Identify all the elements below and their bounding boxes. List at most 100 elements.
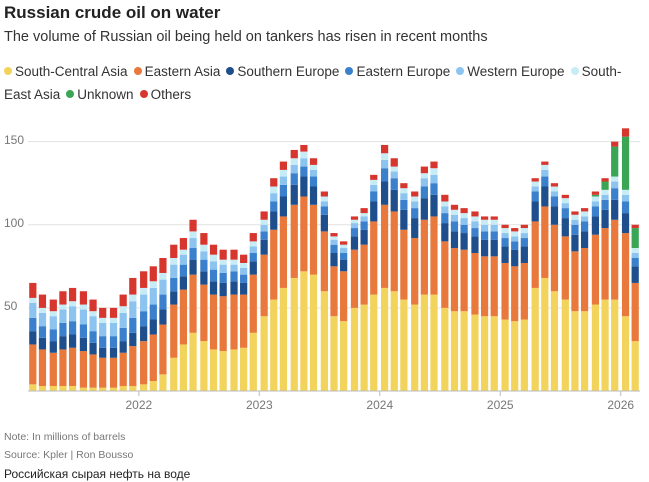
bar-segment xyxy=(290,173,298,185)
bar-segment xyxy=(631,224,639,229)
legend-label: Unknown xyxy=(77,87,134,102)
bar-segment xyxy=(390,158,398,167)
bar-segment xyxy=(240,262,248,268)
bar-segment xyxy=(471,216,479,222)
bar-segment xyxy=(601,194,609,200)
bar-segment xyxy=(219,282,227,297)
bar-segment xyxy=(430,194,438,217)
bar-segment xyxy=(441,307,449,391)
bar-segment xyxy=(149,381,157,391)
bar-segment xyxy=(200,284,208,342)
bar-segment xyxy=(490,256,498,317)
bar-segment xyxy=(360,208,368,214)
bar-segment xyxy=(520,233,528,239)
bar-segment xyxy=(340,241,348,245)
legend-item: Eastern Europe xyxy=(345,64,450,79)
bar-segment xyxy=(129,346,137,387)
bar-segment xyxy=(38,307,47,313)
bar-segment xyxy=(29,317,37,332)
bar-segment xyxy=(631,228,639,249)
bar-segment xyxy=(411,238,419,305)
bar-segment xyxy=(390,171,398,179)
bar-segment xyxy=(59,386,67,391)
bar-segment xyxy=(140,384,148,391)
bar-segment xyxy=(550,196,559,207)
bar-segment xyxy=(400,188,408,194)
bar-segment xyxy=(450,204,459,210)
bar-segment xyxy=(441,213,449,224)
bar-segment xyxy=(140,294,148,312)
bar-segment xyxy=(320,231,328,292)
bar-segment xyxy=(550,291,559,391)
bar-segment xyxy=(330,316,338,391)
bar-segment xyxy=(320,214,328,232)
bar-segment xyxy=(170,277,178,292)
bar-segment xyxy=(441,201,449,207)
bar-segment xyxy=(571,311,579,391)
bar-segment xyxy=(59,349,67,387)
bar-segment xyxy=(89,316,97,332)
bar-segment xyxy=(340,271,348,322)
bar-segment xyxy=(79,351,88,388)
bar-segment xyxy=(450,311,459,391)
bar-segment xyxy=(249,261,257,275)
bar-segment xyxy=(290,184,298,205)
bar-segment xyxy=(450,221,459,232)
bar-segment xyxy=(209,281,218,295)
bar-segment xyxy=(38,312,47,327)
bar-segment xyxy=(159,272,167,280)
bar-segment xyxy=(561,194,569,199)
bar-segment xyxy=(189,219,197,232)
bar-segment xyxy=(370,184,378,192)
bar-segment xyxy=(109,317,118,323)
bar-segment xyxy=(611,299,619,391)
bar-segment xyxy=(571,214,579,220)
bar-segment xyxy=(480,256,489,317)
bar-segment xyxy=(550,191,559,197)
bar-segment xyxy=(601,178,609,182)
bar-segment xyxy=(370,174,378,180)
bar-segment xyxy=(330,233,338,237)
bar-segment xyxy=(59,304,67,310)
bar-segment xyxy=(520,246,528,263)
bar-segment xyxy=(430,174,438,184)
bar-segment xyxy=(260,224,268,232)
bar-segment xyxy=(561,236,569,300)
bar-segment xyxy=(591,304,600,391)
x-tick-label: 2024 xyxy=(366,398,393,412)
bar-segment xyxy=(270,201,278,212)
bar-segment xyxy=(360,213,368,217)
bar-segment xyxy=(420,173,428,179)
bar-segment xyxy=(79,304,88,310)
bar-segment xyxy=(230,281,238,295)
bar-segment xyxy=(580,211,589,217)
bar-segment xyxy=(380,153,389,160)
bar-segment xyxy=(68,321,77,335)
bar-segment xyxy=(611,141,619,147)
bar-segment xyxy=(340,259,348,272)
bar-segment xyxy=(601,209,609,229)
bar-segment xyxy=(300,158,308,167)
bar-segment xyxy=(400,193,408,200)
bar-segment xyxy=(591,196,600,202)
x-tick-label: 2023 xyxy=(246,398,273,412)
bar-segment xyxy=(380,204,389,288)
bar-segment xyxy=(300,166,308,177)
bar-segment xyxy=(240,267,248,275)
bar-segment xyxy=(480,231,489,240)
bar-segment xyxy=(270,299,278,391)
bar-segment xyxy=(501,228,509,234)
bar-segment xyxy=(89,342,97,355)
bar-segment xyxy=(370,179,378,185)
y-tick-label: 100 xyxy=(4,216,24,230)
bar-segment xyxy=(49,341,57,353)
bar-segment xyxy=(360,304,368,391)
bar-segment xyxy=(260,211,268,220)
legend-swatch xyxy=(139,90,148,98)
bar-segment xyxy=(420,294,428,391)
bar-segment xyxy=(179,276,188,290)
bar-segment xyxy=(390,189,398,212)
legend-item: Others xyxy=(139,87,191,102)
bar-segment xyxy=(501,238,509,247)
